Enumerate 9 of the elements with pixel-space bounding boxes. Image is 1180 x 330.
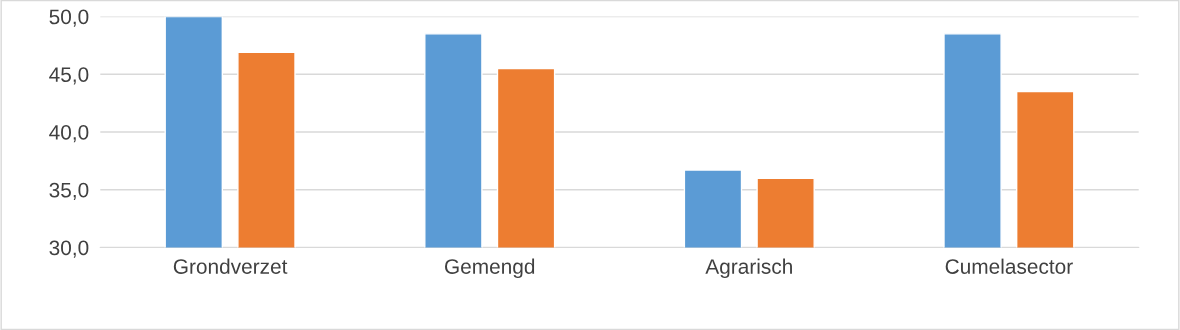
- x-tick-label: Grondverzet: [173, 258, 288, 274]
- x-tick-label: Agrarisch: [705, 258, 792, 279]
- y-tick-label: 50,0: [49, 9, 89, 27]
- y-tick-label: 45,0: [49, 67, 89, 85]
- y-tick-label: 30,0: [49, 240, 89, 258]
- y-tick-label: 40,0: [49, 125, 89, 143]
- x-tick-label: Cumelasector: [945, 258, 1073, 274]
- y-tick-label: 35,0: [49, 182, 89, 200]
- x-tick-label: Gemengd: [445, 258, 535, 279]
